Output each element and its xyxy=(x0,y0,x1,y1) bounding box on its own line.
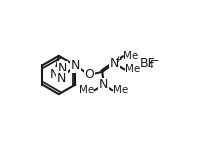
Text: Me: Me xyxy=(123,51,139,61)
Text: BF: BF xyxy=(139,57,155,70)
Text: Me: Me xyxy=(125,64,140,74)
Text: N: N xyxy=(58,62,67,75)
Text: Me: Me xyxy=(113,85,128,95)
Text: Me: Me xyxy=(79,85,94,95)
Text: 4: 4 xyxy=(148,61,153,70)
Text: N: N xyxy=(110,57,119,70)
Text: −: − xyxy=(150,56,160,66)
Text: N: N xyxy=(50,68,59,81)
Text: N: N xyxy=(71,59,80,72)
Text: +: + xyxy=(114,56,121,64)
Text: N: N xyxy=(56,72,66,85)
Text: N: N xyxy=(99,78,108,91)
Text: O: O xyxy=(84,69,94,81)
